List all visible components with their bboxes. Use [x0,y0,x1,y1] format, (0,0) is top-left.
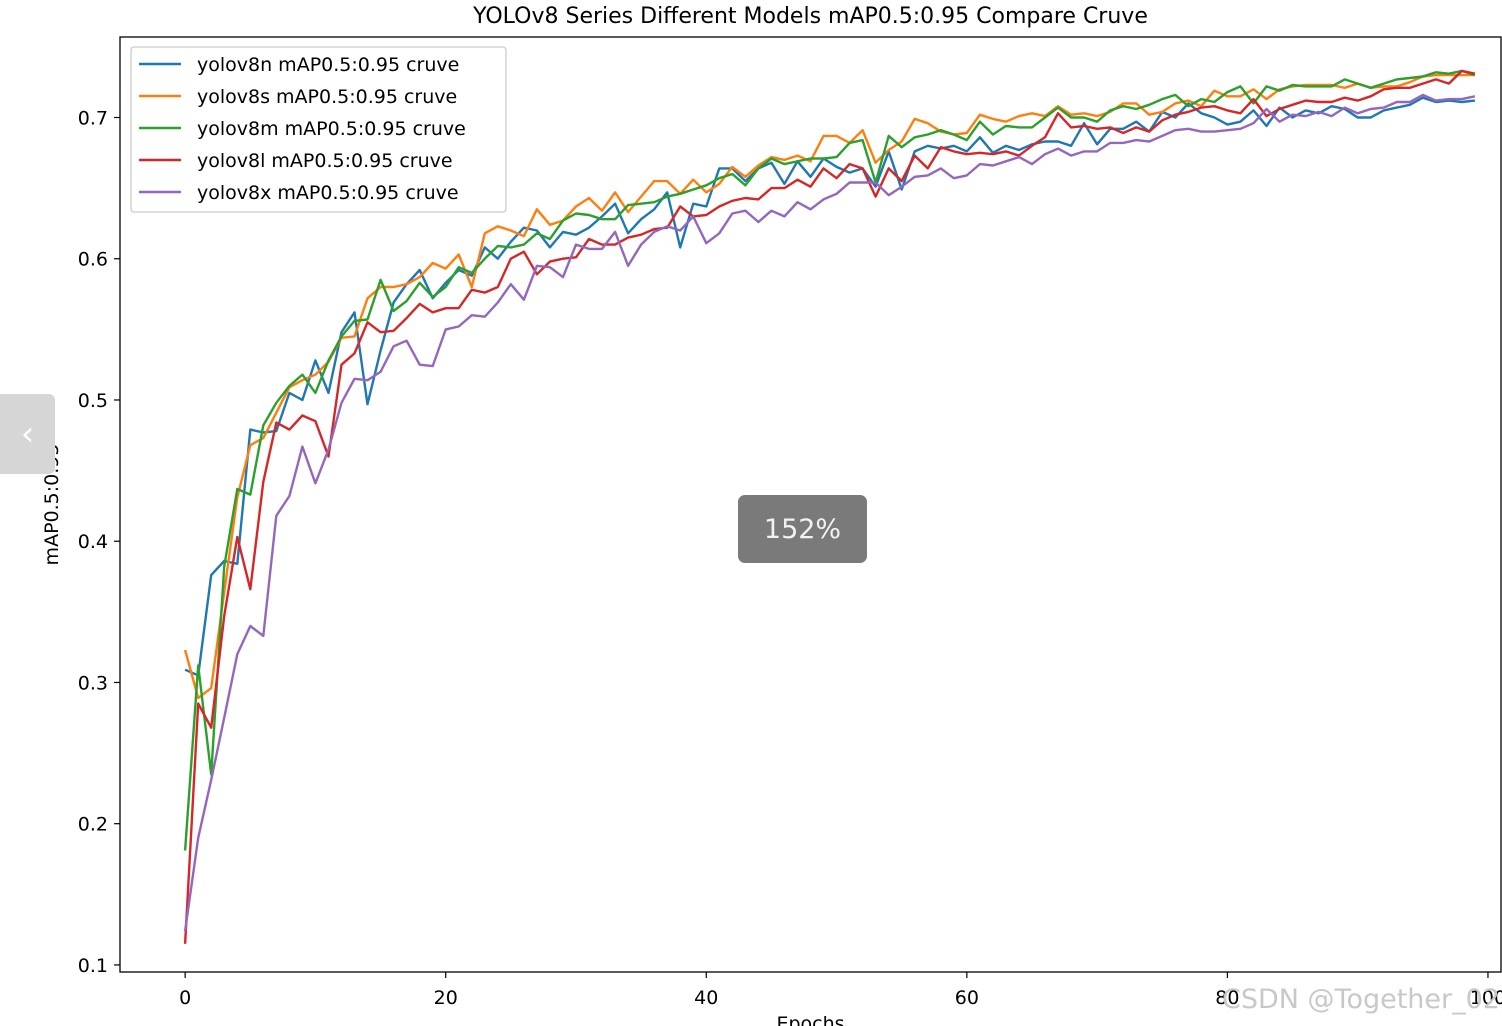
y-tick-label: 0.3 [78,672,108,694]
y-axis-label: mAP0.5:0.95 [41,444,63,566]
legend: yolov8n mAP0.5:0.95 cruve yolov8s mAP0.5:… [130,46,507,213]
legend-label: yolov8n mAP0.5:0.95 cruve [197,54,459,76]
legend-label: yolov8x mAP0.5:0.95 cruve [197,182,459,204]
series-line-0 [184,96,1476,677]
x-axis-label: Epochs [776,1013,844,1026]
y-tick-label: 0.1 [78,955,108,977]
x-ticks: 0 20 40 60 80 100 [179,972,1502,1009]
legend-label: yolov8s mAP0.5:0.95 cruve [197,86,457,108]
x-tick-label: 0 [179,987,191,1009]
chevron-left-icon: ‹ [20,414,35,454]
x-tick-label: 100 [1470,987,1502,1009]
previous-image-button[interactable]: ‹ [0,394,55,474]
series-layer [183,69,1476,944]
zoom-level-badge: 152% [738,495,867,563]
zoom-level-text: 152% [763,513,842,545]
chart-title: YOLOv8 Series Different Models mAP0.5:0.… [472,4,1148,29]
y-tick-label: 0.2 [78,814,108,836]
x-tick-label: 80 [1215,987,1239,1009]
series-line-2 [183,69,1476,851]
axes-frame [119,36,1502,973]
x-tick-label: 20 [434,987,458,1009]
y-ticks: 0.1 0.2 0.3 0.4 0.5 0.6 0.7 [78,108,120,977]
y-tick-label: 0.6 [78,249,108,271]
legend-box [130,46,507,213]
y-tick-label: 0.5 [78,390,108,412]
series-line-4 [183,93,1476,932]
x-tick-label: 40 [694,987,718,1009]
legend-label: yolov8m mAP0.5:0.95 cruve [197,118,466,140]
legend-label: yolov8l mAP0.5:0.95 cruve [197,150,453,172]
series-line-3 [183,69,1476,944]
y-tick-label: 0.4 [78,531,108,553]
y-tick-label: 0.7 [78,108,108,130]
x-tick-label: 60 [955,987,979,1009]
watermark: CSDN @Together_02 [1221,984,1500,1015]
